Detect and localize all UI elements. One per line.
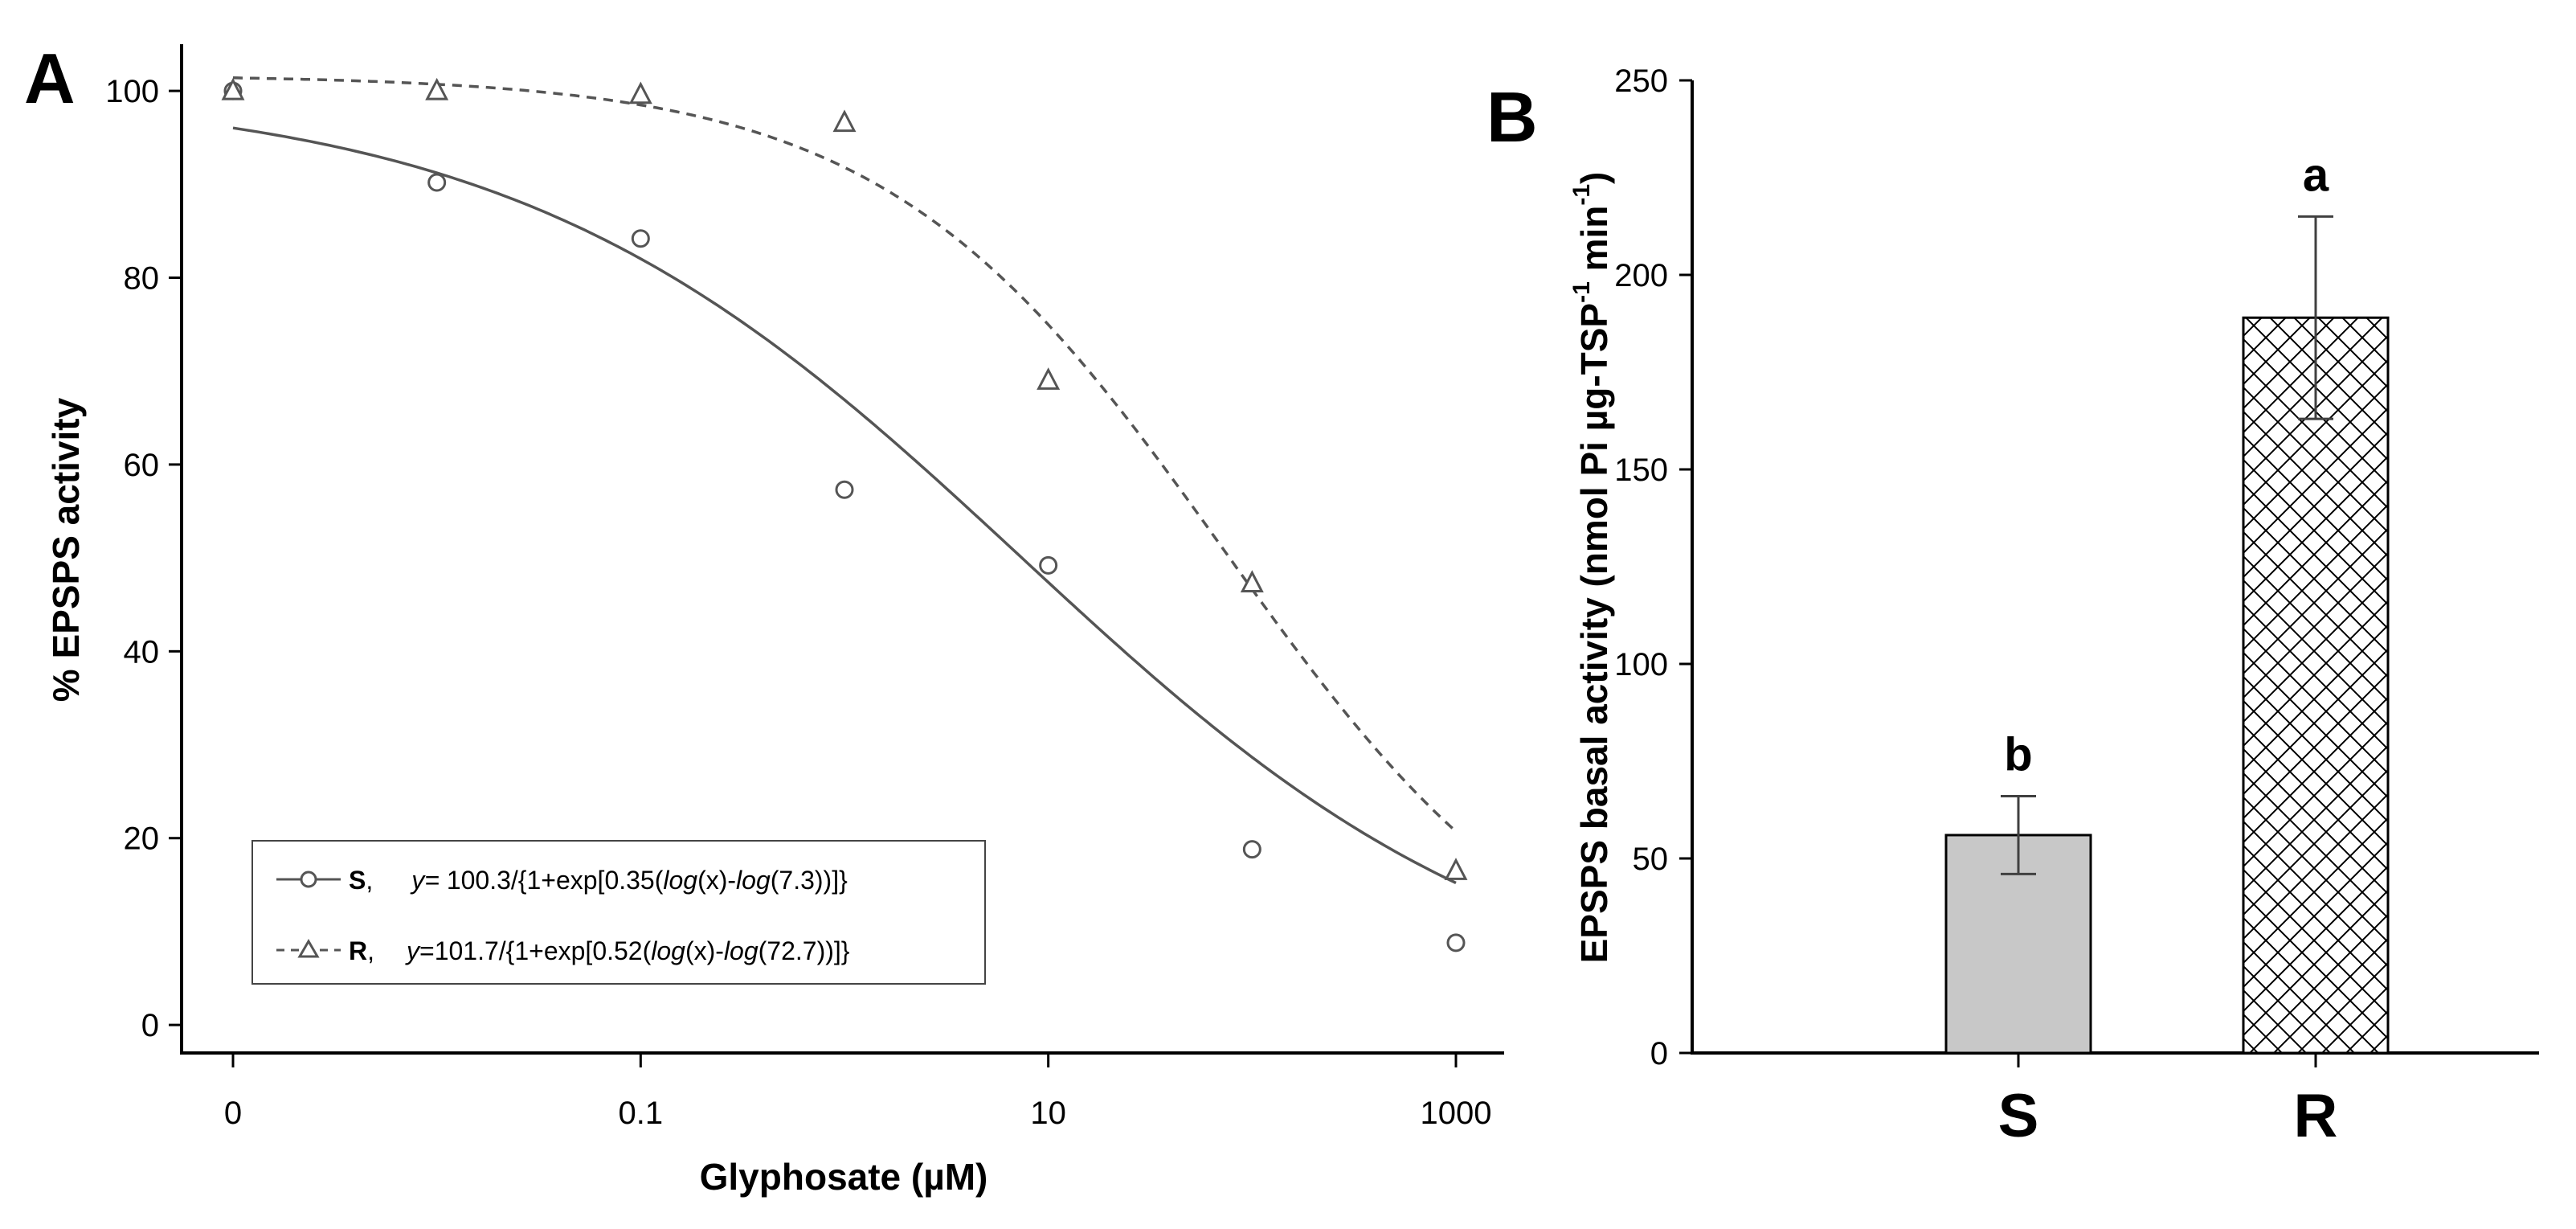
legend-s-circle-marker [300,871,317,888]
data-point-s [1242,840,1261,859]
panel-a-fit-curves [232,76,1458,884]
legend-s-eq-part2: (x)- [697,866,736,895]
panel-a-y-tick-label: 0 [141,1008,159,1043]
panel-a-data-points [221,77,1468,952]
data-point-r [1037,367,1061,390]
panel-b-y-tick-label: 50 [1633,842,1669,877]
panel-b-y-axis-title: EPSPS basal activity (nmol Pi µg-TSP-1 m… [1568,172,1615,964]
legend-r-eq-part2: (x)- [685,936,724,965]
panel-a-x-tick-label: 0 [224,1096,242,1131]
legend-s-eq-log2: log [736,866,771,895]
significance-letter-r: a [2303,149,2329,201]
bar-r [2242,316,2390,1055]
legend-r-eq-log2: log [724,936,758,965]
legend-r-eq-y: y [405,936,421,965]
legend-r-triangle-marker [297,939,320,958]
panel-a-x-axis-title: Glyphosate (µM) [700,1156,988,1198]
panel-b-y-ticks: 0 50 100 150 200 250 [1614,63,1692,1071]
data-point-s [631,229,650,248]
significance-letter-s: b [2004,729,2032,781]
panel-a-y-tick-label: 60 [124,448,160,483]
data-point-s [1446,933,1466,952]
legend-r-name: R [349,936,367,965]
panel-a-x-tick-label: 0.1 [619,1096,664,1131]
panel-b-y-title-sup2: -1 [1568,184,1595,206]
data-point-r [1444,858,1468,880]
panel-b-y-title-close: ) [1573,172,1615,184]
data-point-s [1039,555,1058,575]
legend-s-eq-part1: 100.3/{1+exp[0.35( [440,866,664,895]
data-point-r [1240,570,1264,592]
panel-a-y-tick-label: 80 [124,261,160,297]
legend-entry-s: S, y= 100.3/{1+exp[0.35(log(x)-log(7.3))]… [276,866,848,895]
category-label-s: S [1998,1082,2039,1150]
panel-a-legend: S, y= 100.3/{1+exp[0.35(log(x)-log(7.3))]… [251,840,986,985]
legend-s-text: S, y= 100.3/{1+exp[0.35(log(x)-log(7.3))]… [349,866,848,895]
panel-b-y-title-min: min [1573,206,1615,282]
data-point-r [425,77,449,100]
panel-a-y-tick-label: 100 [105,74,159,109]
fit-curve-s [232,126,1457,884]
legend-s-eq-part3: (7.3))]} [771,866,848,895]
panel-b-y-title-main: EPSPS basal activity (nmol Pi µg-TSP [1573,303,1615,964]
legend-r-text: R, y=101.7/{1+exp[0.52(log(x)-log(72.7))]… [349,936,850,965]
panel-b-axes [1691,80,2539,1055]
legend-s-name: S [349,866,366,895]
fit-curve-r [232,76,1458,833]
panel-a-x-tick-label: 10 [1030,1096,1066,1131]
data-point-r [628,81,652,104]
panel-b-letter: B [1486,77,1538,157]
panel-b-y-tick-label: 200 [1614,258,1668,293]
panel-b-basal-activity-chart: B 0 50 100 150 200 250 b Sa R EPSPS basal activ… [1486,63,2539,1150]
panel-a-y-tick-label: 20 [124,821,160,857]
legend-r-eq-log1: log [651,936,685,965]
panel-b-y-title-sup1: -1 [1568,281,1595,303]
data-point-r [221,77,245,100]
legend-r-eq-part1: =101.7/{1+exp[0.52( [419,936,652,965]
panel-a-axes [180,44,1504,1055]
legend-box [251,840,986,985]
panel-a-x-tick-label: 1000 [1421,1096,1492,1131]
data-point-s [835,480,854,499]
data-point-s [427,173,447,192]
data-point-r [832,109,857,133]
category-label-r: R [2294,1082,2338,1150]
panel-b-y-tick-label: 250 [1614,63,1668,99]
panel-a-x-ticks: 0 0.1 10 1000 [224,1053,1492,1131]
legend-entry-r: R, y=101.7/{1+exp[0.52(log(x)-log(72.7))]… [276,936,850,965]
panel-a-y-tick-label: 40 [124,634,160,670]
legend-s-eq-log1: log [663,866,697,895]
panel-a-dose-response-chart: A 0 20 40 60 80 100 0 0.1 10 1000 % EPSPS activi… [24,39,1504,1198]
panel-b-bars: b Sa R [1944,149,2390,1150]
panel-a-y-axis-title: % EPSPS activity [45,397,87,702]
legend-r-eq-part3: (72.7))]} [758,936,850,965]
legend-s-eq-y: y= [410,866,440,895]
panel-b-y-tick-label: 0 [1650,1036,1668,1071]
panel-b-y-tick-label: 150 [1614,453,1668,488]
panel-b-y-tick-label: 100 [1614,647,1668,682]
panel-a-y-ticks: 0 20 40 60 80 100 [105,74,182,1043]
panel-a-letter: A [24,39,76,118]
